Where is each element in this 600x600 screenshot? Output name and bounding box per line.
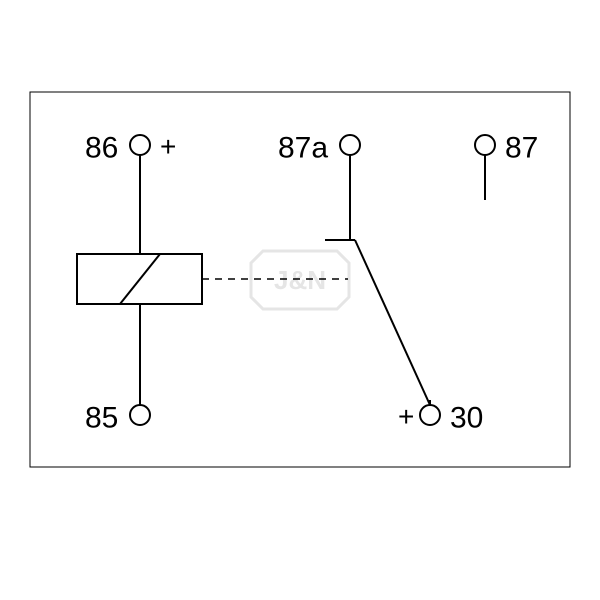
terminal-label-t86: 86 (85, 132, 118, 165)
watermark: J&N (251, 251, 349, 309)
diagram-frame: J&N 86 +87a 87 85 30 + (0, 0, 600, 600)
terminal-label-t85: 85 (85, 402, 118, 435)
terminal-t85 (130, 405, 150, 425)
wire-switch_arm (355, 240, 430, 405)
terminal-label-t87a: 87a (278, 132, 328, 165)
terminal-t30 (420, 405, 440, 425)
polarity-plus-t30: + (398, 401, 414, 432)
terminal-label-t30: 30 (450, 402, 483, 435)
terminal-label-t87: 87 (505, 132, 538, 165)
terminal-t87 (475, 135, 495, 155)
polarity-plus-t86: + (160, 131, 176, 162)
relay-diagram: J&N 86 +87a 87 85 30 + (0, 0, 600, 600)
terminal-t87a (340, 135, 360, 155)
svg-text:J&N: J&N (274, 265, 326, 295)
terminal-t86 (130, 135, 150, 155)
